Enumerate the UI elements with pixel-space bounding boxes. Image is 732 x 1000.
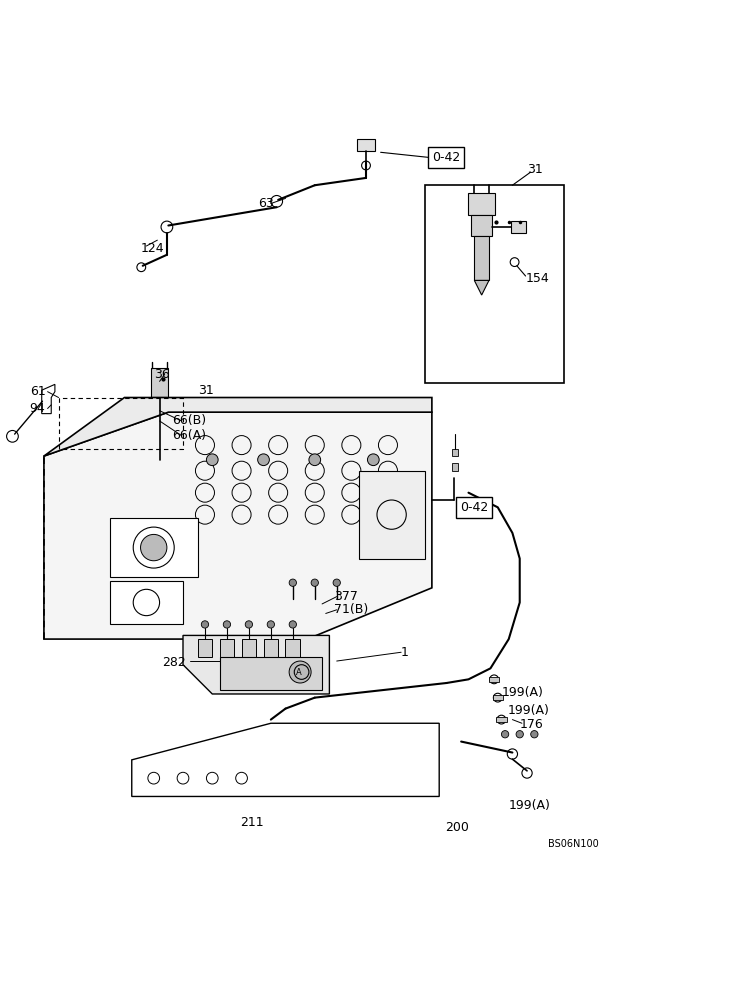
Circle shape [501, 731, 509, 738]
Text: 199(A): 199(A) [507, 704, 549, 717]
Circle shape [309, 454, 321, 466]
Bar [220, 657, 322, 690]
Bar [425, 185, 564, 383]
Bar [511, 221, 526, 233]
Bar [357, 139, 375, 151]
Circle shape [267, 621, 274, 628]
Text: 199(A): 199(A) [501, 686, 543, 699]
Text: 154: 154 [526, 272, 549, 285]
Circle shape [311, 579, 318, 586]
Text: 66(B): 66(B) [172, 414, 206, 427]
Text: 66(A): 66(A) [172, 429, 206, 442]
Bar [285, 639, 300, 657]
Bar [468, 193, 495, 215]
Circle shape [201, 621, 209, 628]
Polygon shape [44, 412, 432, 639]
Polygon shape [152, 398, 167, 405]
Text: 0-42: 0-42 [432, 151, 460, 164]
Bar [110, 581, 183, 624]
Bar [151, 368, 168, 398]
Text: 124: 124 [141, 242, 164, 255]
Polygon shape [42, 384, 55, 414]
Text: 94: 94 [29, 402, 45, 415]
Bar [264, 639, 278, 657]
Bar [198, 639, 212, 657]
Text: 1: 1 [401, 646, 409, 659]
Bar [474, 236, 489, 280]
Text: 176: 176 [520, 718, 543, 731]
Circle shape [245, 621, 253, 628]
Bar [359, 471, 425, 559]
Text: 63: 63 [258, 197, 274, 210]
Bar [452, 463, 458, 471]
Text: 199(A): 199(A) [509, 799, 550, 812]
Text: 0-42: 0-42 [460, 501, 488, 514]
Bar [452, 449, 458, 456]
Circle shape [258, 454, 269, 466]
Circle shape [333, 579, 340, 586]
Text: 31: 31 [198, 384, 214, 397]
Text: 71(B): 71(B) [334, 603, 368, 616]
Polygon shape [474, 280, 489, 295]
Text: 36: 36 [154, 368, 170, 381]
Text: 282: 282 [163, 656, 186, 669]
Polygon shape [44, 398, 432, 456]
Text: 200: 200 [445, 821, 469, 834]
Circle shape [223, 621, 231, 628]
Bar [493, 695, 503, 700]
Circle shape [289, 579, 296, 586]
Circle shape [141, 534, 167, 561]
Text: 61: 61 [29, 385, 45, 398]
Circle shape [289, 661, 311, 683]
Circle shape [516, 731, 523, 738]
Text: 377: 377 [334, 590, 358, 603]
Bar [110, 518, 198, 577]
Polygon shape [183, 635, 329, 694]
Text: A: A [296, 668, 302, 677]
Text: BS06N100: BS06N100 [548, 839, 598, 849]
Bar [471, 215, 492, 236]
Circle shape [367, 454, 379, 466]
Bar [496, 717, 507, 722]
Circle shape [206, 454, 218, 466]
Bar [220, 639, 234, 657]
Text: 211: 211 [240, 816, 264, 829]
Bar [242, 639, 256, 657]
Polygon shape [132, 723, 439, 796]
Circle shape [289, 621, 296, 628]
Text: 31: 31 [527, 163, 543, 176]
Bar [489, 677, 499, 682]
Circle shape [531, 731, 538, 738]
